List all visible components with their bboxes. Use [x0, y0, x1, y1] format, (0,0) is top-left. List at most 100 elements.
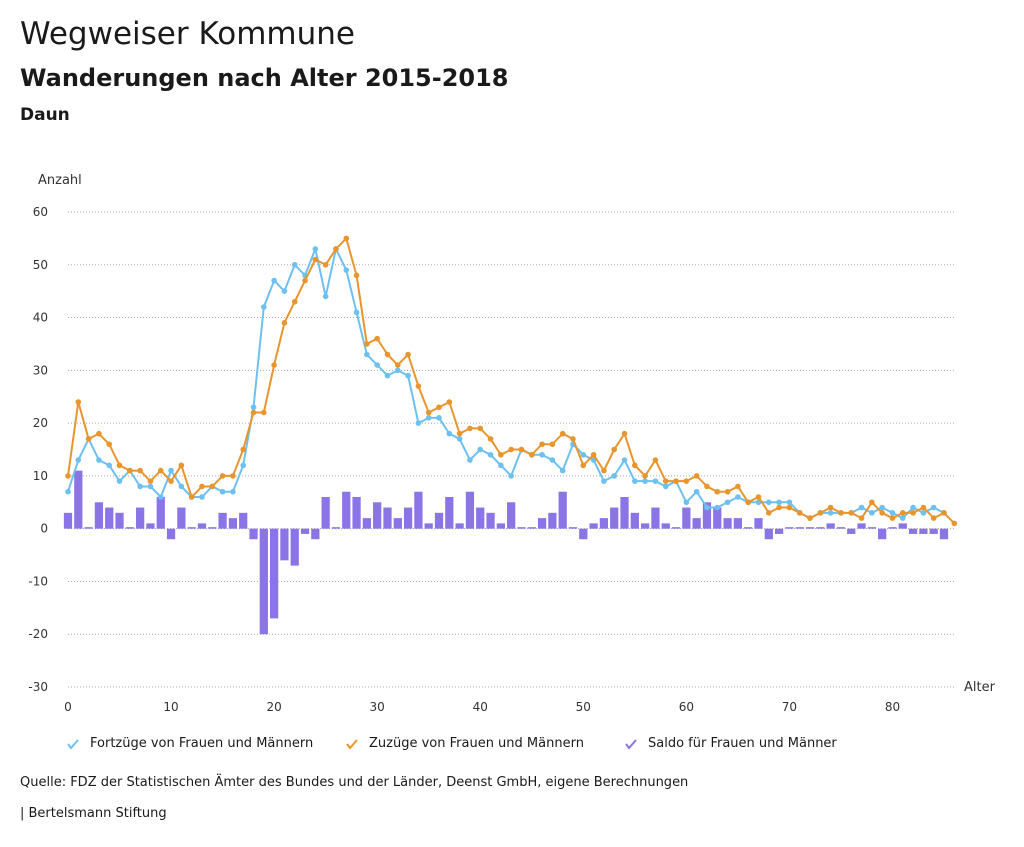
zuzuege-point: [477, 425, 484, 432]
zuzuege-point: [353, 272, 360, 279]
zuzuege-point: [848, 510, 855, 516]
saldo-bar: [517, 527, 526, 529]
zuzuege-point: [559, 430, 566, 437]
zuzuege-point: [364, 341, 370, 347]
zuzuege-point: [951, 520, 958, 527]
zuzuege-point: [683, 478, 690, 484]
fortzuege-point: [549, 457, 556, 463]
zuzuege-point: [879, 510, 885, 516]
legend-label-saldo: Saldo für Frauen und Männer: [648, 736, 837, 751]
fortzuege-point: [693, 488, 700, 495]
grid: 60 50 40 30 20 10 0 -10 -20 -30 0 10 20 30 40 50 60 70 80: [28, 205, 956, 714]
saldo-bar: [867, 527, 876, 529]
zuzuege-point: [776, 504, 782, 511]
fortzuege-point: [920, 510, 927, 516]
zuzuege-point: [673, 478, 679, 484]
saldo-bar: [826, 523, 835, 529]
zuzuege-point: [456, 430, 463, 437]
saldo-bar: [352, 497, 361, 529]
zuzuege-point: [498, 451, 504, 458]
fortzuege-point: [415, 420, 422, 426]
fortzuege-point: [899, 515, 906, 521]
fortzuege-point: [498, 462, 504, 469]
zuzuege-point: [693, 473, 700, 479]
saldo-bar: [84, 527, 93, 529]
saldo-bar: [362, 518, 371, 529]
legend-item-fortzuege[interactable]: Fortzüge von Frauen und Männern: [66, 736, 345, 751]
fortzuege-point: [776, 499, 782, 506]
zuzuege-point: [291, 298, 298, 305]
fortzuege-point: [157, 494, 164, 500]
zuzuege-point: [230, 473, 236, 479]
zuzuege-point: [910, 510, 916, 516]
zuzuege-point: [642, 473, 648, 479]
saldo-bar: [713, 507, 722, 529]
saldo-bar: [908, 528, 918, 534]
legend-label-zuzuege: Zuzüge von Frauen und Männern: [369, 736, 584, 751]
fortzuege-point: [786, 499, 793, 506]
fortzuege-point: [642, 478, 648, 484]
saldo-bar: [373, 502, 382, 529]
fortzuege-point: [364, 351, 370, 358]
y-axis-label: Anzahl: [38, 173, 82, 188]
zuzuege-point: [621, 430, 628, 437]
saldo-bar: [136, 507, 145, 529]
zuzuege-point: [518, 446, 525, 453]
y-tick-label: 10: [33, 469, 48, 483]
fortzuege-point: [930, 504, 937, 511]
saldo-bar: [641, 523, 650, 529]
zuzuege-point: [920, 504, 927, 511]
zuzuege-point: [188, 494, 195, 500]
saldo-bar: [723, 518, 732, 529]
fortzuege-point: [343, 267, 350, 273]
legend-item-zuzuege[interactable]: Zuzüge von Frauen und Männern: [345, 736, 624, 751]
y-tick-label: -30: [28, 680, 48, 694]
fortzuege-point: [714, 504, 721, 511]
zuzuege-point: [508, 446, 514, 453]
x-axis-label: Alter: [964, 680, 996, 695]
fortzuege-point: [147, 483, 154, 490]
fortzuege-point: [322, 293, 329, 300]
saldo-bar: [393, 518, 402, 529]
legend-item-saldo[interactable]: Saldo für Frauen und Männer: [624, 736, 837, 751]
zuzuege-point: [209, 483, 216, 490]
saldo-bar: [630, 512, 639, 529]
saldo-bar: [311, 528, 320, 540]
zuzuege-point: [405, 351, 411, 358]
fortzuege-point: [250, 404, 257, 411]
zuzuege-point: [250, 409, 257, 416]
zuzuege-point: [137, 467, 143, 474]
brand-note: | Bertelsmann Stiftung: [20, 806, 167, 821]
zuzuege-point: [384, 351, 391, 358]
zuzuege-point: [178, 462, 185, 469]
zuzuege-point: [487, 436, 494, 442]
zuzuege-point: [116, 462, 123, 469]
fortzuege-point: [456, 436, 463, 442]
zuzuege-point: [302, 277, 308, 284]
saldo-bar: [733, 518, 743, 529]
zuzuege-point: [858, 515, 865, 521]
saldo-bar: [671, 527, 681, 529]
fortzuege-point: [230, 488, 236, 495]
fortzuege-point: [477, 446, 484, 453]
fortzuege-point: [199, 494, 205, 500]
zuzuege-point: [570, 436, 576, 442]
zuzuege-point: [199, 483, 205, 490]
zuzuege-point: [312, 256, 319, 263]
saldo-bar: [74, 470, 83, 529]
zuzuege-point: [662, 478, 669, 484]
zuzuege-point: [838, 510, 844, 516]
saldo-bar: [105, 507, 114, 529]
fortzuege-point: [869, 510, 875, 516]
zuzuege-point: [590, 451, 597, 458]
saldo-bar: [888, 527, 897, 529]
saldo-bar: [445, 497, 454, 529]
saldo-bar: [177, 507, 186, 529]
saldo-bar: [702, 502, 712, 529]
fortzuege-point: [601, 478, 607, 484]
fortzuege-point: [374, 362, 380, 368]
fortzuege-point: [683, 499, 690, 506]
saldo-bar: [857, 523, 866, 529]
zuzuege-point: [796, 510, 803, 516]
saldo-bar: [331, 527, 341, 529]
